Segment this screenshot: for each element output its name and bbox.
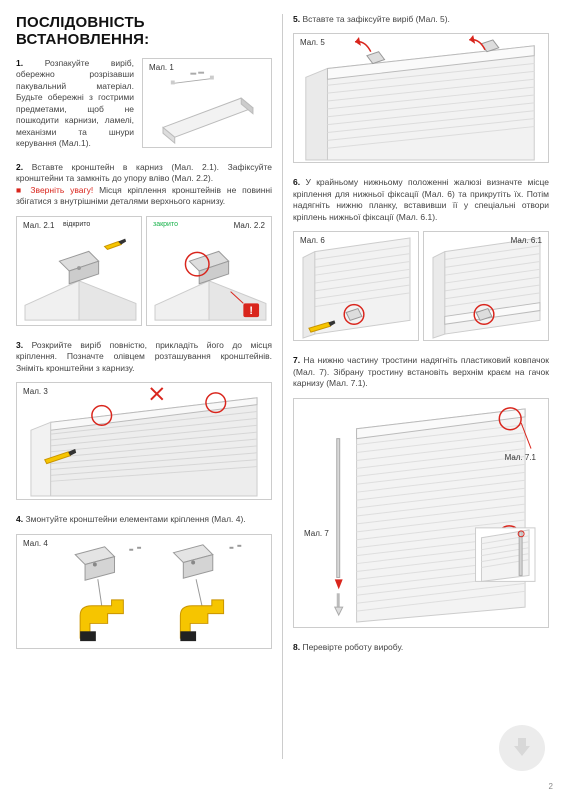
figure-1-label: Мал. 1 (149, 63, 174, 72)
figure-2-2-label: Мал. 2.2 (234, 221, 265, 230)
figure-1: Мал. 1 (142, 58, 272, 148)
step-4-body: Змонтуйте кронштейни елементами кріпленн… (25, 514, 245, 524)
figure-4: Мал. 4 (16, 534, 272, 649)
page: ПОСЛІДОВНІСТЬ ВСТАНОВЛЕННЯ: 1. Розпакуйт… (0, 0, 565, 799)
figure-4-label: Мал. 4 (23, 539, 48, 548)
step-7: 7. На нижню частину тростини надягніть п… (293, 355, 549, 389)
page-title: ПОСЛІДОВНІСТЬ ВСТАНОВЛЕННЯ: (16, 14, 272, 48)
step-2-number: 2. (16, 162, 23, 172)
right-column: 5. Вставте та зафіксуйте виріб (Мал. 5).… (283, 0, 565, 799)
step-1-body: Розпакуйте виріб, обережно розрізавши па… (16, 58, 134, 148)
figure-2-2: Мал. 2.2 закрито ! (146, 216, 272, 326)
figure-7-label: Мал. 7 (304, 529, 329, 538)
figure-6-row: Мал. 6 Мал. 6.1 (293, 231, 549, 341)
step-1: 1. Розпакуйте виріб, обережно розрізавши… (16, 58, 272, 162)
page-number: 2 (549, 782, 553, 791)
figure-6-illustration (294, 232, 418, 340)
step-4: 4. Змонтуйте кронштейни елементами кріпл… (16, 514, 272, 525)
left-column: ПОСЛІДОВНІСТЬ ВСТАНОВЛЕННЯ: 1. Розпакуйт… (0, 0, 282, 799)
watermark-icon (499, 725, 545, 771)
step-2-warning-prefix: ■ Зверніть увагу! (16, 185, 93, 195)
figure-6-1-illustration (424, 232, 548, 340)
step-2: 2. Вставте кронштейн в карниз (Мал. 2.1)… (16, 162, 272, 208)
figure-1-illustration (143, 59, 271, 147)
figure-6-1: Мал. 6.1 (423, 231, 549, 341)
step-1-number: 1. (16, 58, 23, 68)
step-7-body: На нижню частину тростини надягніть плас… (293, 355, 549, 388)
figure-6: Мал. 6 (293, 231, 419, 341)
figure-6-label: Мал. 6 (300, 236, 325, 245)
step-7-number: 7. (293, 355, 300, 365)
step-8-number: 8. (293, 642, 300, 652)
figure-5-label: Мал. 5 (300, 38, 325, 47)
step-6-body: У крайньому нижньому положенні жалюзі ви… (293, 177, 549, 221)
step-5: 5. Вставте та зафіксуйте виріб (Мал. 5). (293, 14, 549, 25)
closed-label: закрито (153, 221, 178, 228)
step-6-number: 6. (293, 177, 300, 187)
step-5-body: Вставте та зафіксуйте виріб (Мал. 5). (302, 14, 449, 24)
figure-5: Мал. 5 (293, 33, 549, 163)
step-3-body: Розкрийте виріб повністю, прикладіть йог… (16, 340, 272, 373)
step-8-body: Перевірте роботу виробу. (302, 642, 403, 652)
step-4-number: 4. (16, 514, 23, 524)
step-6: 6. У крайньому нижньому положенні жалюзі… (293, 177, 549, 223)
figure-7-1-label: Мал. 7.1 (505, 453, 536, 462)
open-label: відкрито (63, 221, 90, 228)
step-8: 8. Перевірте роботу виробу. (293, 642, 549, 653)
figure-4-illustration (17, 535, 271, 648)
figure-6-1-label: Мал. 6.1 (511, 236, 542, 245)
step-5-number: 5. (293, 14, 300, 24)
step-1-text: 1. Розпакуйте виріб, обережно розрізавши… (16, 58, 134, 150)
figure-7: Мал. 7 Мал. 7.1 (293, 398, 549, 628)
figure-2-2-illustration: ! (147, 217, 271, 325)
figure-5-illustration (294, 34, 548, 162)
figure-7-illustration (294, 399, 548, 627)
figure-2-1: Мал. 2.1 відкрито (16, 216, 142, 326)
step-3-number: 3. (16, 340, 23, 350)
figure-3-label: Мал. 3 (23, 387, 48, 396)
figure-3: Мал. 3 (16, 382, 272, 500)
figure-2-1-illustration (17, 217, 141, 325)
figure-2-row: Мал. 2.1 відкрито Мал. 2.2 закрито (16, 216, 272, 326)
svg-text:!: ! (249, 305, 253, 317)
step-2-body-a: Вставте кронштейн в карниз (Мал. 2.1). З… (16, 162, 272, 183)
figure-3-illustration (17, 383, 271, 499)
figure-2-1-label: Мал. 2.1 (23, 221, 54, 230)
step-3: 3. Розкрийте виріб повністю, прикладіть … (16, 340, 272, 374)
